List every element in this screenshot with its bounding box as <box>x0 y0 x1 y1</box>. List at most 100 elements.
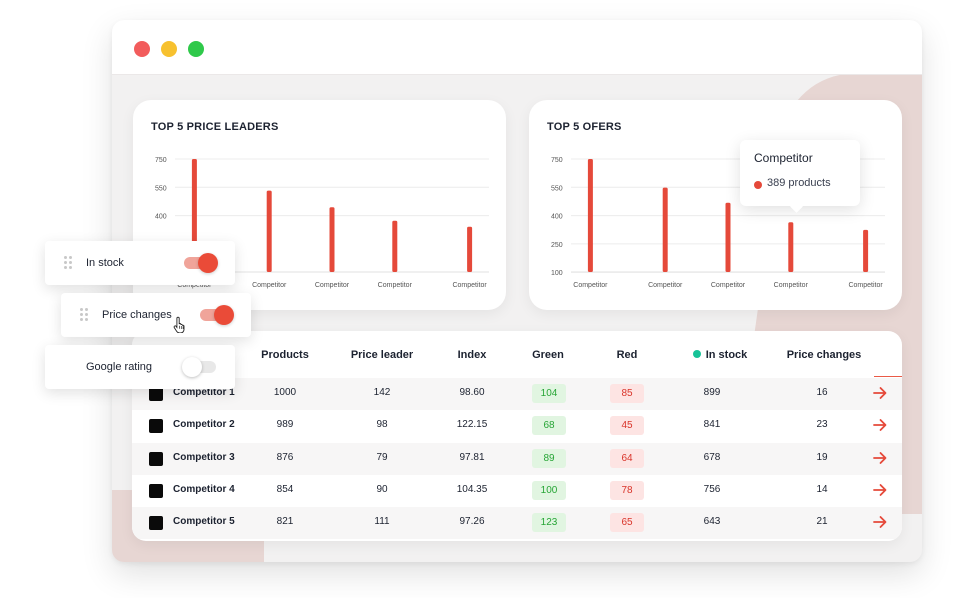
chart-bar[interactable] <box>266 190 272 272</box>
competitor-name: Competitor 5 <box>173 516 235 528</box>
column-header-index[interactable]: Index <box>457 349 487 361</box>
arrow-right-icon[interactable] <box>871 481 889 499</box>
competitor-name: Competitor 1 <box>173 387 235 398</box>
table-row[interactable]: Competitor 2 989 98 122.15 841 23 68 45 <box>132 410 902 442</box>
column-header-red[interactable]: Red <box>616 349 638 361</box>
chart-bar[interactable] <box>725 202 731 272</box>
chart-bar[interactable] <box>329 207 335 272</box>
arrow-right-icon[interactable] <box>871 384 889 402</box>
red-count-badge: 65 <box>610 513 644 533</box>
chart-bar[interactable] <box>662 187 668 272</box>
competitor-color-swatch <box>149 387 163 401</box>
column-header-green[interactable]: Green <box>532 349 564 361</box>
x-tick-label: Competitor <box>573 282 608 289</box>
google-rating-toggle[interactable] <box>182 357 216 377</box>
cell-price-changes: 21 <box>816 516 828 528</box>
in-stock-toggle[interactable] <box>184 253 218 273</box>
toggle-label: Price changes <box>102 309 172 321</box>
green-count-badge: 104 <box>532 384 566 403</box>
y-tick-label: 750 <box>551 157 563 164</box>
green-count-badge: 123 <box>532 513 566 533</box>
competitor-color-swatch <box>149 451 163 466</box>
x-tick-label: Competitor <box>648 282 683 289</box>
cell-products: 989 <box>276 419 294 431</box>
cell-price-leader: 79 <box>376 451 388 463</box>
column-header-price-changes[interactable]: Price changes <box>786 349 862 361</box>
cell-products: 1000 <box>273 387 297 398</box>
x-tick-label: Competitor <box>177 282 212 289</box>
red-count-badge: 64 <box>610 448 644 468</box>
x-tick-label: Competitor <box>252 282 287 289</box>
y-tick-label: 750 <box>155 157 167 164</box>
column-toggle-in-stock[interactable]: In stock <box>45 241 235 285</box>
cell-index: 104.35 <box>456 483 488 495</box>
cell-price-leader: 98 <box>376 419 388 431</box>
x-tick-label: Competitor <box>378 282 413 289</box>
tooltip-value: 389 products <box>767 177 831 189</box>
cell-index: 97.26 <box>459 516 485 528</box>
table-row[interactable]: Competitor 5 821 111 97.26 643 21 123 65 <box>132 507 902 540</box>
x-tick-label: Competitor <box>315 282 350 289</box>
chart-bar[interactable] <box>863 229 869 272</box>
competitor-table: Products Price leader Index Green Red In… <box>132 331 902 541</box>
in-stock-indicator-dot <box>692 350 701 358</box>
cell-index: 98.60 <box>459 387 485 398</box>
cell-in-stock: 841 <box>703 419 721 431</box>
cell-in-stock: 756 <box>703 483 721 495</box>
column-header-in-stock[interactable]: In stock <box>680 349 760 361</box>
cell-price-leader: 90 <box>376 483 388 495</box>
competitor-name: Competitor 3 <box>173 451 235 463</box>
chart-bar[interactable] <box>587 159 593 272</box>
arrow-right-icon[interactable] <box>871 416 889 434</box>
tooltip-series-dot <box>754 181 762 189</box>
cell-products: 854 <box>276 483 294 495</box>
cell-price-leader: 142 <box>373 387 391 398</box>
cell-in-stock: 678 <box>703 451 721 463</box>
y-tick-label: 400 <box>155 214 167 221</box>
close-window-button[interactable] <box>134 41 150 57</box>
x-tick-label: Competitor <box>711 282 746 289</box>
maximize-window-button[interactable] <box>188 41 204 57</box>
minimize-window-button[interactable] <box>161 41 177 57</box>
cell-products: 876 <box>276 451 294 463</box>
y-tick-label: 100 <box>551 270 563 277</box>
x-tick-label: Competitor <box>774 282 809 289</box>
competitor-name: Competitor 4 <box>173 483 235 495</box>
cell-in-stock: 643 <box>703 516 721 528</box>
red-count-badge: 45 <box>610 416 644 436</box>
drag-handle-icon[interactable] <box>64 256 73 270</box>
arrow-right-icon[interactable] <box>871 449 889 467</box>
offers-chart: 750 550 400 250 100 Competitor Competitor Compe… <box>551 157 885 289</box>
competitor-color-swatch <box>149 419 163 434</box>
chart-bar[interactable] <box>392 220 398 272</box>
cell-price-changes: 19 <box>816 451 828 463</box>
toggle-label: In stock <box>86 257 124 269</box>
price-changes-toggle[interactable] <box>200 305 234 325</box>
table-row[interactable]: Competitor 1 1000 142 98.60 899 16 104 85 <box>132 378 902 410</box>
cell-price-leader: 111 <box>374 516 390 528</box>
column-header-price-leader[interactable]: Price leader <box>350 349 414 361</box>
cell-price-changes: 16 <box>816 387 828 398</box>
x-tick-label: Competitor <box>848 282 883 289</box>
table-row[interactable]: Competitor 3 876 79 97.81 678 19 89 64 <box>132 442 902 475</box>
cell-in-stock: 899 <box>703 387 721 398</box>
y-tick-label: 550 <box>155 185 167 192</box>
column-header-products[interactable]: Products <box>261 349 309 361</box>
drag-handle-icon[interactable] <box>80 308 89 322</box>
chart-title: TOP 5 OFERS <box>547 121 622 133</box>
column-toggle-price-changes[interactable]: Price changes <box>61 293 251 337</box>
table-row[interactable]: Competitor 4 854 90 104.35 756 14 100 78 <box>132 475 902 507</box>
chart-bar[interactable] <box>467 226 473 272</box>
title-bar <box>112 20 922 75</box>
green-count-badge: 100 <box>532 480 566 500</box>
cell-price-changes: 23 <box>816 419 828 431</box>
toggle-knob <box>182 357 202 377</box>
competitor-name: Competitor 2 <box>173 419 235 431</box>
arrow-right-icon[interactable] <box>871 513 889 531</box>
chart-bar[interactable] <box>788 222 794 272</box>
cell-index: 97.81 <box>459 451 485 463</box>
red-count-badge: 85 <box>610 384 644 403</box>
green-count-badge: 89 <box>532 448 566 468</box>
x-tick-label: Competitor <box>452 282 487 289</box>
column-toggle-google-rating[interactable]: Google rating <box>45 345 235 389</box>
